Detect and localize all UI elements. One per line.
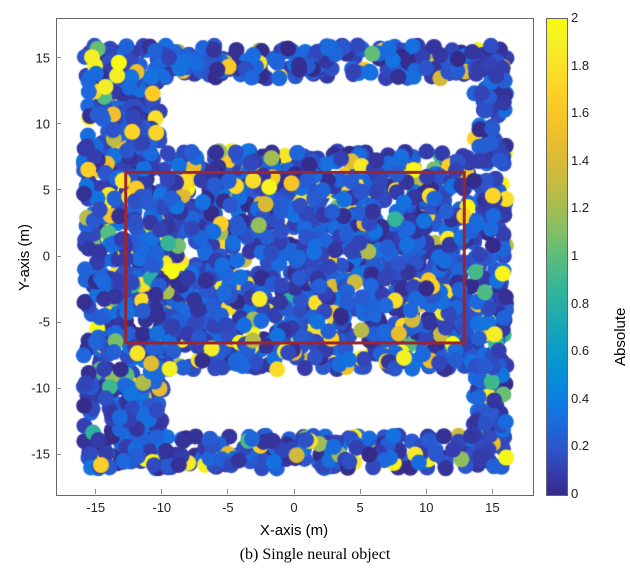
x-tick: 15 (485, 500, 499, 515)
x-tick: -15 (86, 500, 105, 515)
y-tick: 15 (24, 50, 50, 65)
x-tick: -5 (222, 500, 234, 515)
colorbar-tick: 1 (571, 248, 578, 263)
colorbar-tick: 1.2 (571, 200, 589, 215)
colorbar (546, 18, 568, 496)
colorbar-tick: 0.8 (571, 296, 589, 311)
x-tick: 10 (419, 500, 433, 515)
y-tick: -10 (24, 381, 50, 396)
y-tick: -15 (24, 447, 50, 462)
y-tick: -5 (24, 315, 50, 330)
x-axis-label: X-axis (m) (56, 522, 532, 539)
colorbar-tick: 0.6 (571, 343, 589, 358)
colorbar-tick: 0.2 (571, 438, 589, 453)
colorbar-label: Absolute Channel Gain Error (dB) (612, 308, 630, 366)
x-tick: 5 (356, 500, 363, 515)
colorbar-tick: 1.8 (571, 58, 589, 73)
y-tick: 10 (24, 116, 50, 131)
colorbar-tick: 1.6 (571, 105, 589, 120)
colorbar-tick: 1.4 (571, 153, 589, 168)
colorbar-tick: 0.4 (571, 391, 589, 406)
subfigure-caption: (b) Single neural object (0, 546, 630, 564)
y-axis-label: Y-axis (m) (16, 224, 33, 291)
x-tick: 0 (290, 500, 297, 515)
scatter-plot-area (56, 18, 534, 496)
colorbar-tick: 2 (571, 10, 578, 25)
red-roi-rect (126, 172, 464, 343)
y-tick: 5 (24, 182, 50, 197)
rect-overlay (57, 19, 533, 495)
colorbar-tick: 0 (571, 486, 578, 501)
x-tick: -10 (152, 500, 171, 515)
